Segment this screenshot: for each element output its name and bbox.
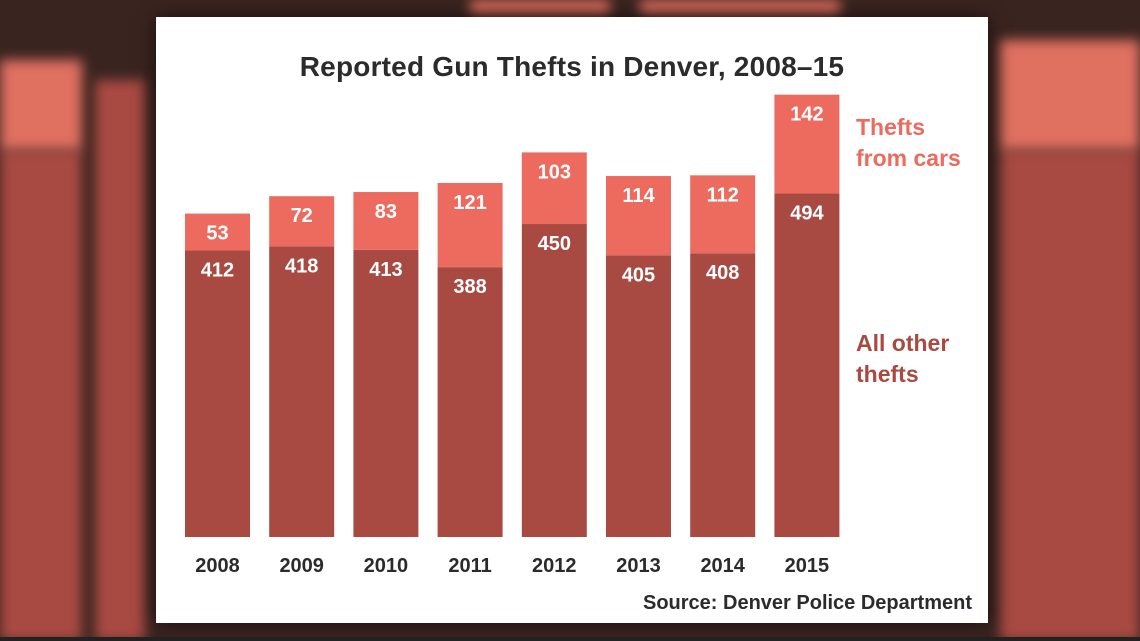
source-note: Source: Denver Police Department: [643, 592, 972, 614]
background-bar-left-2: [95, 80, 145, 641]
background-bar-top-2: [640, 0, 840, 14]
data-label-cars-2010: 83: [375, 201, 397, 223]
data-label-other-2015: 494: [790, 202, 824, 224]
data-label-other-2009: 418: [285, 255, 318, 277]
data-label-cars-2014: 112: [707, 184, 739, 206]
background-bar-right: [1000, 150, 1140, 641]
bar-cars-2013: [606, 176, 671, 256]
x-tick-label-2009: 2009: [279, 555, 324, 577]
bar-other-2008: [185, 250, 250, 538]
background-bar-top: [470, 0, 610, 14]
data-label-cars-2008: 53: [206, 223, 228, 245]
x-tick-label-2008: 2008: [195, 555, 240, 577]
data-label-other-2012: 450: [538, 233, 571, 255]
bottom-strip: [0, 637, 1140, 641]
data-label-other-2011: 388: [453, 276, 486, 298]
data-label-cars-2012: 103: [538, 161, 571, 183]
bar-other-2014: [690, 253, 756, 537]
data-label-cars-2009: 72: [291, 205, 313, 227]
chart-title: Reported Gun Thefts in Denver, 2008–15: [299, 51, 845, 82]
background-bar-left: [0, 150, 82, 641]
legend-cars-line2: from cars: [856, 145, 961, 171]
background-bar-left-top: [0, 60, 82, 150]
bar-other-2011: [437, 267, 503, 537]
legend-all-other-thefts: All other thefts: [856, 328, 949, 390]
bar-other-2015: [774, 193, 840, 537]
legend-thefts-from-cars: Thefts from cars: [856, 112, 961, 174]
bars-group: 53 412 72 418 83 413 121 388 103 450 114 405 112 408 1…: [185, 94, 840, 538]
bar-other-2009: [269, 246, 335, 537]
legend-other-line2: thefts: [856, 361, 919, 387]
x-tick-label-2010: 2010: [364, 555, 409, 577]
bar-cars-2012: [521, 152, 587, 225]
data-label-other-2014: 408: [706, 262, 739, 284]
x-tick-label-2011: 2011: [448, 555, 491, 577]
bar-cars-2010: [353, 192, 419, 250]
data-label-other-2013: 405: [622, 264, 655, 286]
data-label-cars-2013: 114: [622, 185, 655, 207]
chart-card: Reported Gun Thefts in Denver, 2008–15 5…: [156, 17, 988, 623]
x-tick-label-2015: 2015: [785, 555, 830, 577]
bar-other-2010: [353, 249, 419, 538]
data-label-cars-2011: 121: [453, 192, 486, 214]
x-tick-label-2012: 2012: [532, 555, 577, 577]
bar-cars-2009: [269, 196, 335, 247]
bar-cars-2011: [437, 182, 503, 268]
x-tick-label-2014: 2014: [700, 555, 745, 577]
bar-cars-2014: [690, 175, 756, 254]
legend-other-line1: All other: [856, 330, 950, 356]
bar-other-2012: [521, 224, 587, 537]
bar-cars-2008: [185, 213, 250, 251]
x-tick-label-2013: 2013: [616, 555, 661, 577]
chart-canvas: 53 412 72 418 83 413 121 388 103 450 114 405 112 408 1…: [185, 94, 840, 577]
data-label-other-2010: 413: [369, 259, 402, 281]
data-label-other-2008: 412: [201, 259, 234, 281]
ticks-group: 2008 2009 2010 2011 2012 2013 2014 2015: [195, 555, 829, 577]
bar-other-2013: [606, 255, 671, 537]
bar-cars-2015: [774, 94, 840, 194]
data-label-cars-2015: 142: [790, 104, 823, 126]
legend-cars-line1: Thefts: [856, 114, 925, 140]
background-bar-right-top: [1000, 40, 1140, 150]
